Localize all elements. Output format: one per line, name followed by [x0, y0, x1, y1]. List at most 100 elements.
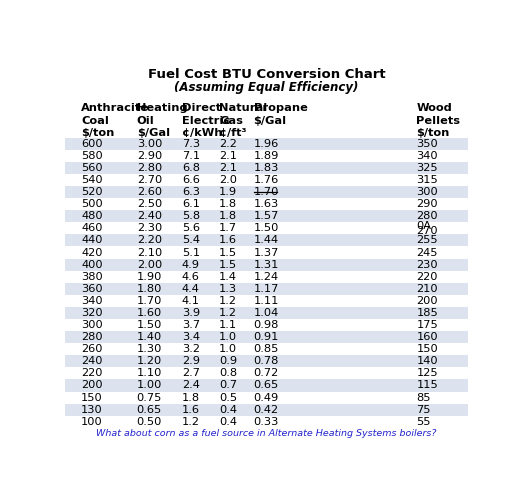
Bar: [65, 271, 468, 283]
Text: 2.70: 2.70: [137, 175, 162, 185]
Bar: [65, 150, 468, 162]
Text: 2.90: 2.90: [137, 151, 162, 161]
Text: 100: 100: [81, 417, 103, 427]
Text: 1.8: 1.8: [219, 199, 237, 209]
Text: 1.8: 1.8: [182, 393, 200, 403]
Text: Direct
Electric
¢/kWh: Direct Electric ¢/kWh: [182, 103, 230, 139]
Text: 1.60: 1.60: [137, 308, 162, 318]
Text: 350: 350: [417, 139, 438, 149]
Text: 400: 400: [81, 259, 103, 269]
Bar: [65, 210, 468, 222]
Text: 160: 160: [417, 332, 438, 342]
Text: 1.44: 1.44: [254, 236, 279, 246]
Bar: [65, 235, 468, 247]
Text: 0.42: 0.42: [254, 405, 279, 414]
Text: 4.9: 4.9: [182, 259, 200, 269]
Text: 0.98: 0.98: [254, 320, 279, 330]
Text: 300: 300: [417, 187, 438, 197]
Text: 1.00: 1.00: [137, 381, 162, 391]
Text: 1.0: 1.0: [219, 332, 237, 342]
Text: 2.7: 2.7: [182, 368, 200, 378]
Text: 2.00: 2.00: [137, 259, 162, 269]
Text: 2.2: 2.2: [219, 139, 237, 149]
Text: 175: 175: [417, 320, 438, 330]
Text: 460: 460: [81, 223, 102, 234]
Text: 150: 150: [81, 393, 103, 403]
Text: 5.4: 5.4: [182, 236, 200, 246]
Text: 210: 210: [417, 284, 438, 294]
Text: 220: 220: [417, 272, 438, 282]
Text: 3.7: 3.7: [182, 320, 200, 330]
Bar: [65, 404, 468, 415]
Text: 2.9: 2.9: [182, 356, 200, 366]
Text: 0.75: 0.75: [137, 393, 162, 403]
Text: 1.1: 1.1: [219, 320, 237, 330]
Text: 270: 270: [417, 226, 438, 236]
Bar: [65, 198, 468, 210]
Text: 0.9: 0.9: [219, 356, 237, 366]
Text: 220: 220: [81, 368, 102, 378]
Text: 0.85: 0.85: [254, 344, 279, 354]
Text: 1.2: 1.2: [182, 417, 200, 427]
Bar: [65, 331, 468, 343]
Bar: [65, 162, 468, 174]
Text: Heating
Oil
$/Gal: Heating Oil $/Gal: [137, 103, 187, 139]
Text: 560: 560: [81, 163, 103, 173]
Text: 255: 255: [417, 236, 438, 246]
Text: 1.8: 1.8: [219, 211, 237, 221]
Text: 0A: 0A: [417, 221, 432, 231]
Text: 1.96: 1.96: [254, 139, 279, 149]
Text: 320: 320: [81, 308, 103, 318]
Text: 300: 300: [81, 320, 103, 330]
Text: 1.17: 1.17: [254, 284, 279, 294]
Text: 150: 150: [417, 344, 438, 354]
Text: 5.6: 5.6: [182, 223, 200, 234]
Text: 0.7: 0.7: [219, 381, 237, 391]
Text: 1.04: 1.04: [254, 308, 279, 318]
Text: 1.5: 1.5: [219, 248, 237, 257]
Text: 55: 55: [417, 417, 431, 427]
Text: 420: 420: [81, 248, 102, 257]
Text: 0.5: 0.5: [219, 393, 237, 403]
Text: 75: 75: [417, 405, 431, 414]
Text: 1.3: 1.3: [219, 284, 237, 294]
Bar: [65, 319, 468, 331]
Text: 0.4: 0.4: [219, 417, 237, 427]
Bar: [65, 307, 468, 319]
Bar: [65, 283, 468, 295]
Bar: [65, 174, 468, 186]
Text: 5.8: 5.8: [182, 211, 200, 221]
Text: 3.9: 3.9: [182, 308, 200, 318]
Text: 3.4: 3.4: [182, 332, 200, 342]
Text: 115: 115: [417, 381, 438, 391]
Bar: [65, 379, 468, 392]
Text: 6.3: 6.3: [182, 187, 200, 197]
Text: 1.89: 1.89: [254, 151, 279, 161]
Text: 2.10: 2.10: [137, 248, 162, 257]
Text: 200: 200: [417, 296, 438, 306]
Text: 2.80: 2.80: [137, 163, 162, 173]
Text: 1.20: 1.20: [137, 356, 162, 366]
Text: 1.83: 1.83: [254, 163, 279, 173]
Text: 6.8: 6.8: [182, 163, 200, 173]
Text: 540: 540: [81, 175, 103, 185]
Text: 2.1: 2.1: [219, 151, 237, 161]
Text: 1.30: 1.30: [137, 344, 162, 354]
Text: 380: 380: [81, 272, 103, 282]
Text: 1.50: 1.50: [137, 320, 162, 330]
Text: 125: 125: [417, 368, 438, 378]
Bar: [65, 367, 468, 379]
Text: 6.1: 6.1: [182, 199, 200, 209]
Text: 2.60: 2.60: [137, 187, 162, 197]
Text: 260: 260: [81, 344, 102, 354]
Bar: [65, 343, 468, 355]
Text: 0.4: 0.4: [219, 405, 237, 414]
Text: 1.2: 1.2: [219, 296, 237, 306]
Text: 2.0: 2.0: [219, 175, 237, 185]
Bar: [65, 295, 468, 307]
Text: 1.70: 1.70: [254, 187, 279, 197]
Text: 580: 580: [81, 151, 103, 161]
Text: 1.7: 1.7: [219, 223, 237, 234]
Text: 340: 340: [417, 151, 438, 161]
Text: 1.6: 1.6: [182, 405, 200, 414]
